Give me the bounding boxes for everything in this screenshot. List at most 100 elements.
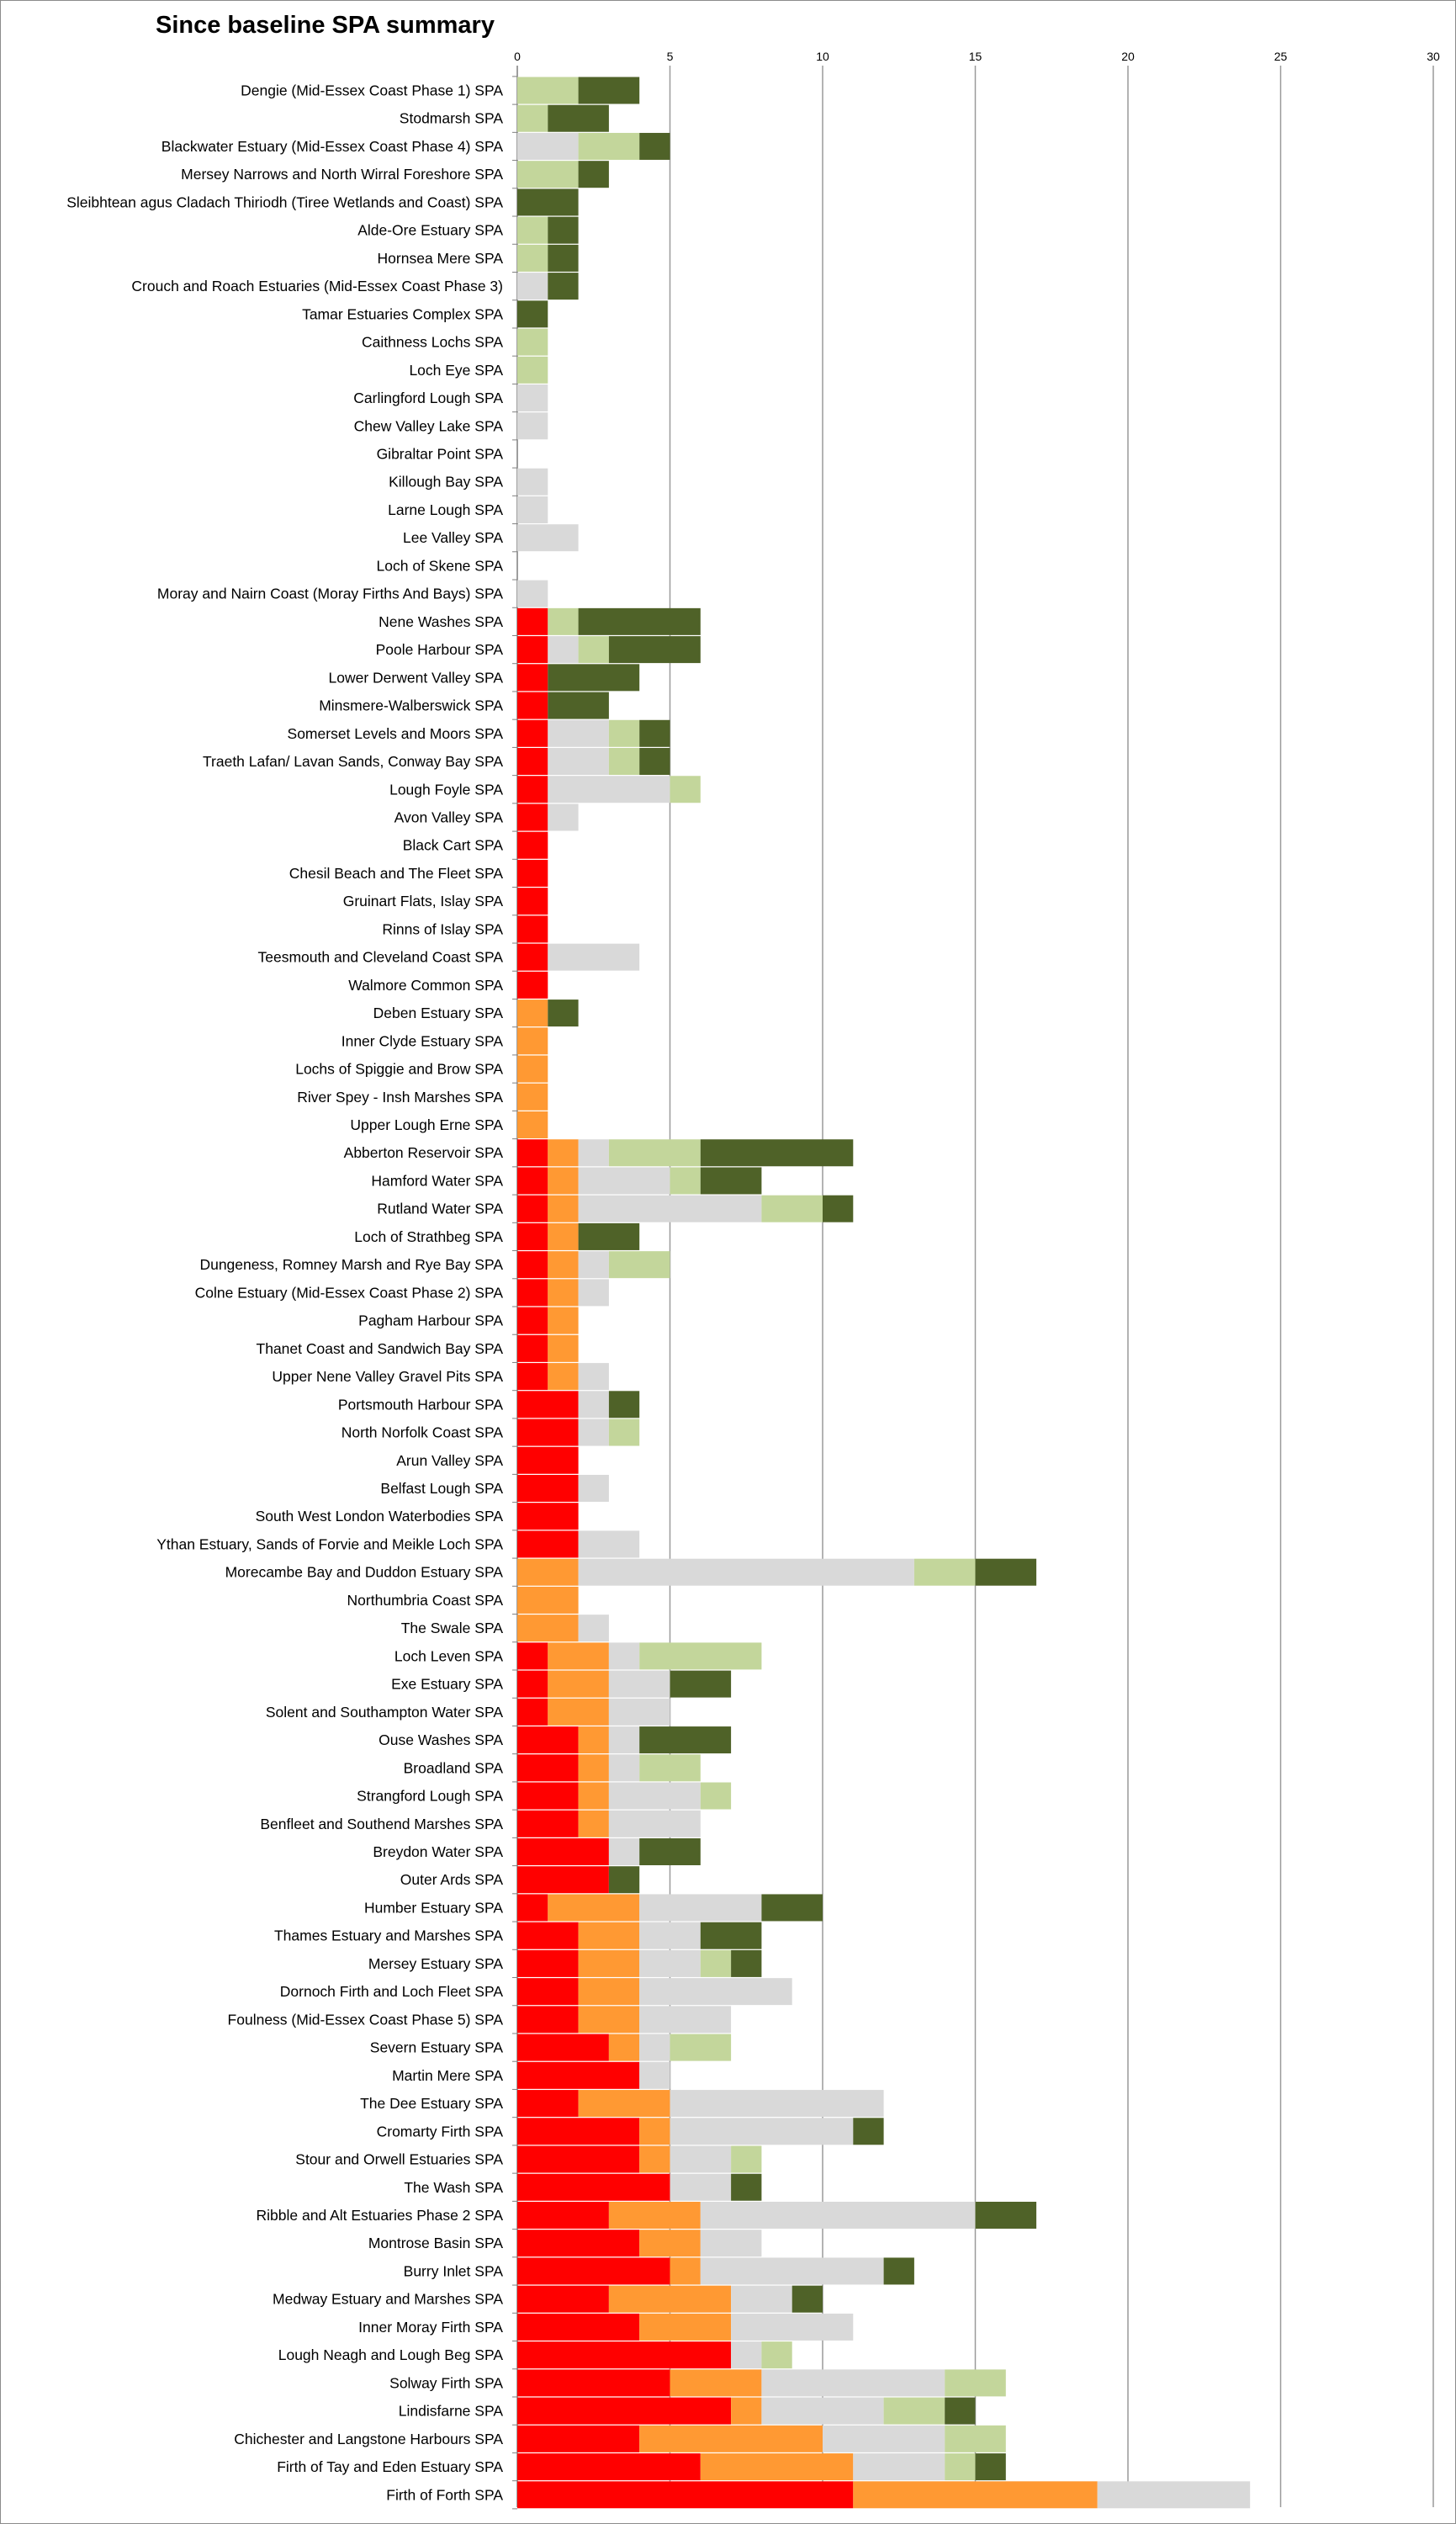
bar-segment — [517, 2453, 701, 2481]
category-label: Caithness Lochs SPA — [362, 334, 503, 351]
bar-segment — [975, 1558, 1037, 1586]
bar-segment — [517, 2341, 732, 2369]
x-tick-label: 25 — [1274, 50, 1288, 63]
x-tick-label: 20 — [1121, 50, 1135, 63]
bar-segment — [548, 1139, 579, 1167]
bar-segment — [608, 636, 701, 664]
bar-segment — [517, 748, 548, 776]
category-label: Stodmarsh SPA — [400, 110, 504, 127]
category-label: Outer Ards SPA — [400, 1871, 504, 1888]
bar-segment — [578, 2006, 640, 2034]
category-label: Montrose Basin SPA — [368, 2235, 503, 2251]
bar-segment — [608, 1698, 670, 1726]
category-label: Sleibhtean agus Cladach Thiriodh (Tiree … — [66, 194, 503, 210]
bar-segment — [731, 2285, 792, 2313]
bar-segment — [578, 1363, 609, 1391]
bar-segment — [639, 132, 670, 160]
bar-segment — [517, 2481, 854, 2509]
bar-segment — [639, 2006, 732, 2034]
bar-segment — [670, 2090, 884, 2118]
bar-segment — [578, 1195, 762, 1222]
category-label: Morecambe Bay and Duddon Estuary SPA — [225, 1564, 504, 1581]
bar-segment — [578, 1530, 640, 1558]
category-label: Lough Neagh and Lough Beg SPA — [278, 2346, 504, 2363]
bar-segment — [517, 1586, 579, 1614]
bar-segment — [608, 1670, 670, 1698]
category-label: Solway Firth SPA — [389, 2374, 503, 2391]
bar-segment — [517, 1503, 579, 1530]
bar-segment — [517, 1055, 548, 1083]
bar-segment — [945, 2369, 1006, 2397]
bar-segment — [517, 1837, 609, 1865]
category-label: Dungeness, Romney Marsh and Rye Bay SPA — [199, 1256, 503, 1273]
category-label: Walmore Common SPA — [348, 977, 503, 994]
bar-segment — [792, 2285, 823, 2313]
bar-segment — [517, 2313, 640, 2341]
bar-segment — [578, 1978, 640, 2006]
bar-segment — [578, 2090, 670, 2118]
bar-segment — [517, 384, 548, 412]
bar-segment — [548, 1279, 579, 1307]
category-label: Crouch and Roach Estuaries (Mid-Essex Co… — [131, 278, 503, 294]
bar-segment — [639, 1837, 701, 1865]
bar-segment — [517, 1754, 579, 1782]
bar-segment — [761, 2341, 792, 2369]
bar-segment — [517, 2034, 609, 2061]
bar-segment — [761, 2397, 884, 2425]
bar-segment — [548, 1167, 579, 1195]
bar-segment — [517, 803, 548, 831]
category-label: Lee Valley SPA — [403, 529, 503, 546]
category-label: Abberton Reservoir SPA — [344, 1144, 504, 1161]
bar-segment — [517, 1334, 548, 1362]
bar-segment — [670, 2118, 854, 2145]
bar-segment — [578, 1279, 609, 1307]
bar-segment — [639, 2034, 670, 2061]
x-tick-label: 30 — [1427, 50, 1440, 63]
category-label: South West London Waterbodies SPA — [256, 1508, 504, 1524]
category-label: Hamford Water SPA — [371, 1172, 503, 1189]
bar-segment — [517, 1530, 579, 1558]
bar-segment — [517, 1251, 548, 1279]
category-label: Loch Eye SPA — [409, 362, 503, 379]
bar-segment — [578, 1167, 670, 1195]
bar-segment — [517, 1363, 548, 1391]
bar-segment — [548, 1698, 609, 1726]
bar-segment — [700, 1922, 762, 1949]
bar-segment — [639, 1726, 732, 1754]
bar-segment — [517, 2090, 579, 2118]
bar-segment — [548, 776, 670, 803]
bar-segment — [517, 496, 548, 523]
category-label: Broadland SPA — [404, 1759, 504, 1776]
bar-segment — [548, 1363, 579, 1391]
bar-segment — [700, 2257, 884, 2285]
bar-segment — [883, 2397, 945, 2425]
bar-segment — [517, 1027, 548, 1055]
bar-segment — [517, 1446, 579, 1474]
bar-segment — [761, 2369, 945, 2397]
category-label: Cromarty Firth SPA — [377, 2123, 504, 2140]
bar-segment — [517, 356, 548, 384]
bar-segment — [945, 2453, 976, 2481]
bar-segment — [517, 412, 548, 440]
bar-segment — [608, 2201, 701, 2229]
category-label: Martin Mere SPA — [392, 2067, 503, 2084]
category-label: Benfleet and Southend Marshes SPA — [260, 1816, 503, 1832]
bar-segment — [945, 2397, 976, 2425]
bar-segment — [517, 2425, 640, 2452]
x-tick-label: 10 — [816, 50, 829, 63]
bar-segment — [517, 1167, 548, 1195]
category-label: Nene Washes SPA — [379, 613, 503, 630]
bar-segment — [578, 1391, 609, 1418]
category-label: Lochs of Spiggie and Brow SPA — [295, 1061, 503, 1078]
category-label: The Dee Estuary SPA — [360, 2095, 503, 2112]
bar-segment — [639, 2230, 701, 2257]
bar-segment — [731, 2341, 762, 2369]
category-label: Pagham Harbour SPA — [358, 1312, 503, 1329]
bar-segment — [548, 1894, 640, 1922]
bar-segment — [578, 132, 640, 160]
bar-segment — [639, 2145, 670, 2173]
bar-segment — [975, 2201, 1037, 2229]
bar-segment — [517, 1000, 548, 1027]
bar-segment — [517, 1978, 579, 2006]
bar-segment — [548, 692, 609, 719]
